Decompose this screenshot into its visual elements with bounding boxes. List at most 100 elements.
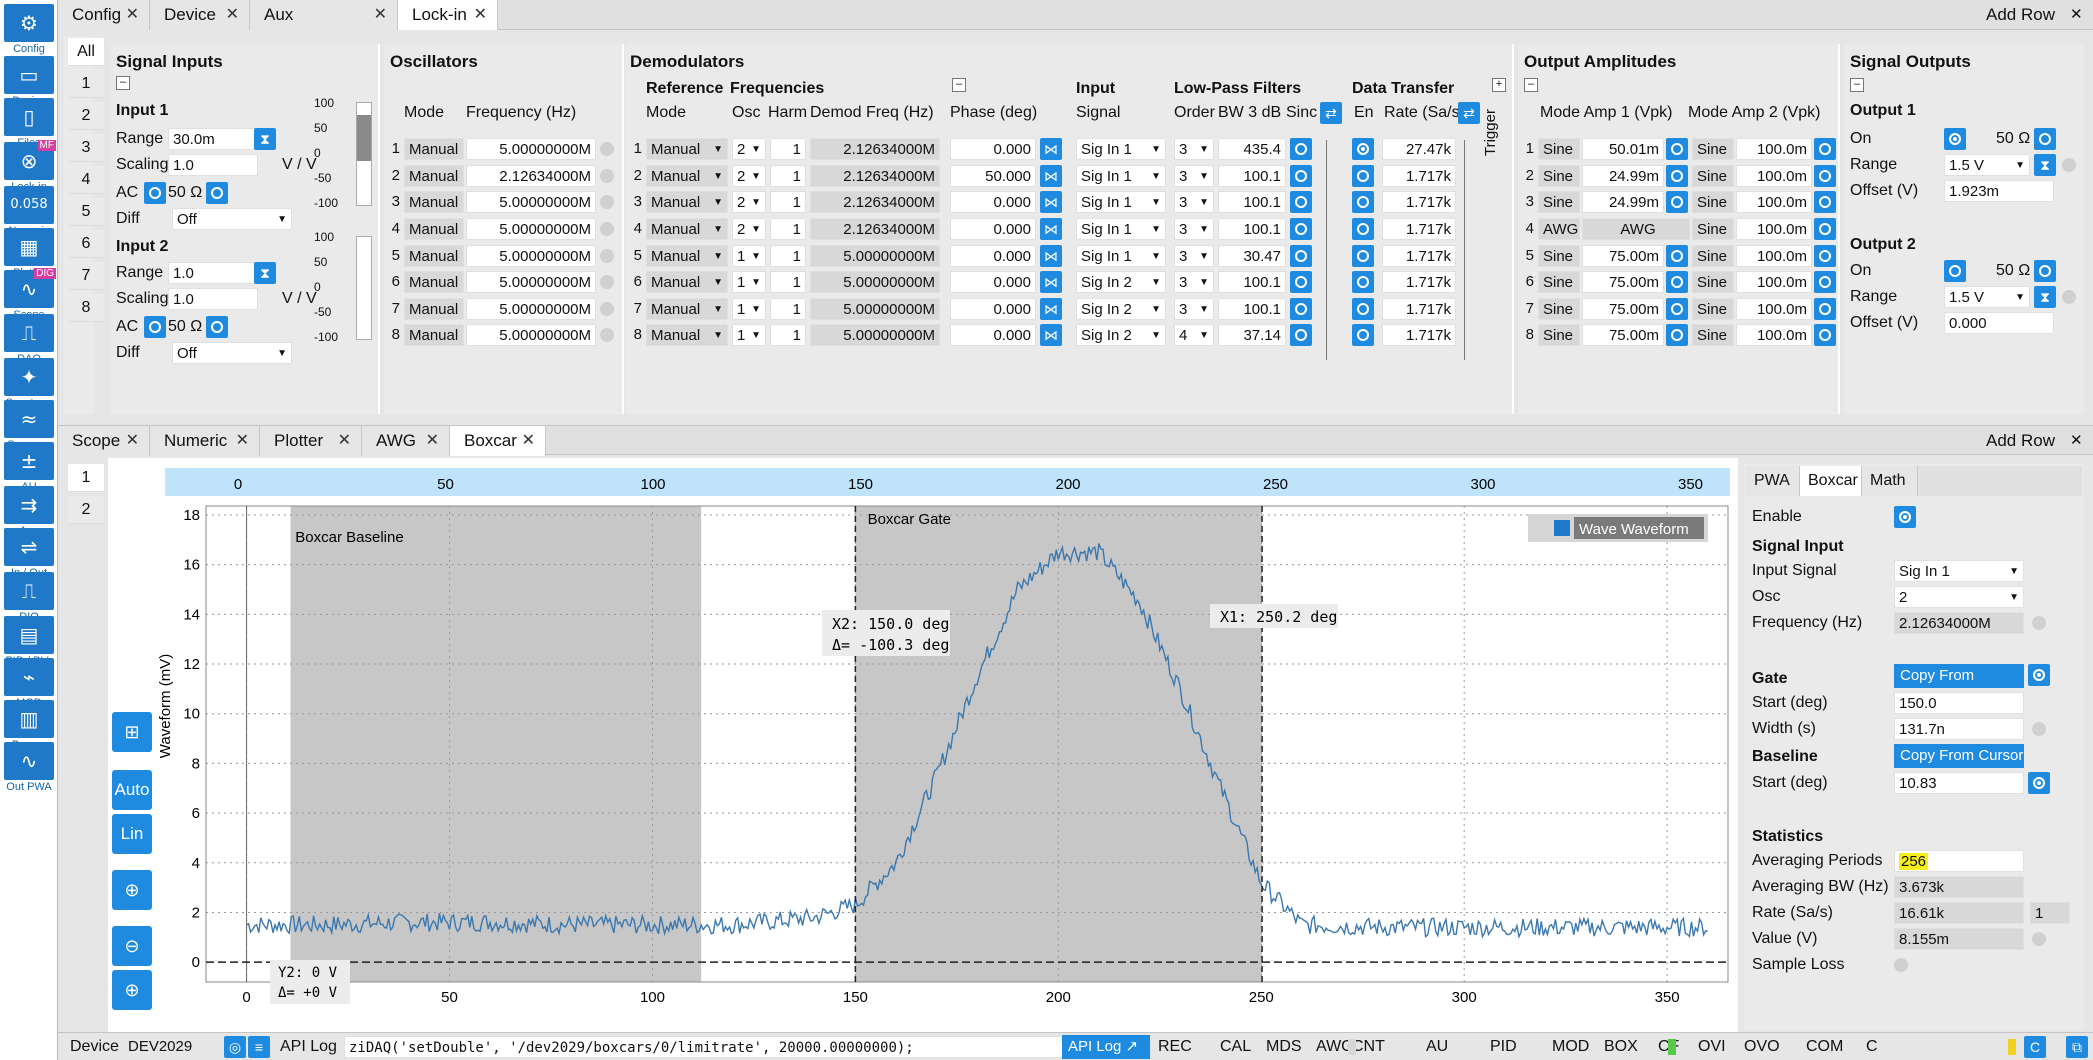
tab-numeric[interactable]: Numeric ✕ [150,426,260,456]
demod-harm-field[interactable]: 1 [770,191,806,213]
sinc-toggle[interactable] [1290,191,1312,213]
input-signal-select[interactable]: Sig In 1 [1894,560,2024,582]
close-icon[interactable]: ✕ [373,6,387,23]
amp2-value-field[interactable]: 100.0m [1736,324,1812,346]
data-enable-toggle[interactable] [1352,324,1374,346]
add-row-button[interactable]: Add Row [1986,431,2055,450]
demod-harm-field[interactable]: 1 [770,324,806,346]
collapse-icon[interactable]: – [952,78,966,92]
averaging-periods-field[interactable]: 256 [1894,850,2024,872]
row-tab-8[interactable]: 8 [68,294,104,322]
amp2-enable-toggle[interactable] [1814,191,1836,213]
sinc-toggle[interactable] [1290,271,1312,293]
input1-scaling-field[interactable]: 1.0 [168,154,258,176]
osc-mode-field[interactable]: Manual [404,324,464,346]
output1-50ohm-toggle[interactable] [2034,128,2056,150]
osc-frequency-field[interactable]: 5.00000000M [466,218,596,240]
amp2-value-field[interactable]: 100.0m [1736,218,1812,240]
demod-rate-field[interactable]: 1.717k [1382,271,1456,293]
amp1-enable-toggle[interactable] [1666,191,1688,213]
row-tab-6[interactable]: 6 [68,230,104,258]
demod-osc-select[interactable]: 1 [732,271,766,293]
amp2-value-field[interactable]: 100.0m [1736,271,1812,293]
osc-frequency-field[interactable]: 5.00000000M [466,298,596,320]
demod-harm-field[interactable]: 1 [770,138,806,160]
amp2-mode-field[interactable]: Sine [1692,165,1734,187]
input1-range-field[interactable]: 30.0m [168,128,258,150]
amp2-mode-field[interactable]: Sine [1692,271,1734,293]
amp1-mode-field[interactable]: Sine [1538,245,1580,267]
demod-mode-select[interactable]: Manual [646,191,728,213]
demod-phase-field[interactable]: 0.000 [950,324,1036,346]
osc-frequency-field[interactable]: 5.00000000M [466,324,596,346]
rate-divider-field[interactable]: 1 [2030,902,2070,924]
phase-adjust-icon[interactable]: ⋈ [1040,165,1062,187]
demod-osc-select[interactable]: 2 [732,165,766,187]
demod-order-select[interactable]: 3 [1174,138,1214,160]
api-log-button[interactable]: API Log ↗ [1062,1035,1150,1059]
autorange-button[interactable]: ⧗ [2034,154,2056,176]
row-tab-1[interactable]: 1 [68,70,104,98]
autorange-button[interactable]: ⧗ [254,128,276,150]
demod-phase-field[interactable]: 0.000 [950,138,1036,160]
amp2-mode-field[interactable]: Sine [1692,138,1734,160]
osc-mode-field[interactable]: Manual [404,191,464,213]
demod-order-select[interactable]: 3 [1174,218,1214,240]
amp1-enable-toggle[interactable] [1666,271,1688,293]
amp1-value-field[interactable]: 75.00m [1582,271,1664,293]
data-enable-toggle[interactable] [1352,218,1374,240]
data-enable-toggle[interactable] [1352,138,1374,160]
collapse-icon[interactable]: – [1524,78,1538,92]
close-icon[interactable]: ✕ [2070,432,2083,449]
locate-icon[interactable]: ◎ [224,1036,246,1058]
row-tab-3[interactable]: 3 [68,134,104,162]
expand-icon[interactable]: + [1492,78,1506,92]
demod-rate-field[interactable]: 1.717k [1382,298,1456,320]
demod-order-select[interactable]: 4 [1174,324,1214,346]
input1-50ohm-toggle[interactable] [206,182,228,204]
amp1-enable-toggle[interactable] [1666,298,1688,320]
baseline-region[interactable] [290,506,702,982]
demod-signal-select[interactable]: Sig In 1 [1076,191,1166,213]
demod-mode-select[interactable]: Manual [646,165,728,187]
data-enable-toggle[interactable] [1352,191,1374,213]
cursor-toggle[interactable] [2028,772,2050,794]
phase-adjust-icon[interactable]: ⋈ [1040,191,1062,213]
row-tab-5[interactable]: 5 [68,198,104,226]
osc-frequency-field[interactable]: 5.00000000M [466,138,596,160]
phase-adjust-icon[interactable]: ⋈ [1040,245,1062,267]
output1-offset-field[interactable]: 1.923m [1944,180,2054,202]
status-pid[interactable]: PID [1490,1038,1517,1055]
amp1-value-field[interactable]: 75.00m [1582,245,1664,267]
input2-50ohm-toggle[interactable] [206,316,228,338]
demod-harm-field[interactable]: 1 [770,165,806,187]
osc-mode-field[interactable]: Manual [404,138,464,160]
demod-rate-field[interactable]: 1.717k [1382,191,1456,213]
data-enable-toggle[interactable] [1352,271,1374,293]
row-tab-2[interactable]: 2 [68,102,104,130]
demod-rate-field[interactable]: 1.717k [1382,218,1456,240]
demod-phase-field[interactable]: 0.000 [950,271,1036,293]
demod-bandwidth-field[interactable]: 30.47 [1218,245,1286,267]
tab-lockin[interactable]: Lock-in ✕ [398,0,498,30]
status-box[interactable]: BOX [1604,1038,1638,1055]
phase-adjust-icon[interactable]: ⋈ [1040,218,1062,240]
tab-aux[interactable]: Aux ✕ [250,0,398,30]
status-mds[interactable]: MDS [1266,1038,1302,1055]
demod-osc-select[interactable]: 2 [732,138,766,160]
collapse-icon[interactable]: – [1850,78,1864,92]
sidebar-item-config[interactable]: ⚙ Config [2,2,56,58]
demod-signal-select[interactable]: Sig In 1 [1076,218,1166,240]
close-icon[interactable]: ✕ [125,6,139,23]
amp1-mode-field[interactable]: Sine [1538,138,1580,160]
amp1-enable-toggle[interactable] [1666,165,1688,187]
demod-harm-field[interactable]: 1 [770,271,806,293]
copy-from-cursor-button[interactable]: Copy From Cursor [1894,744,2024,768]
row-tab-2[interactable]: 2 [68,496,104,524]
demod-mode-select[interactable]: Manual [646,271,728,293]
osc-frequency-field[interactable]: 5.00000000M [466,271,596,293]
phase-adjust-icon[interactable]: ⋈ [1040,324,1062,346]
amp2-value-field[interactable]: 100.0m [1736,165,1812,187]
status-c[interactable]: C [1866,1038,1878,1055]
auto-scale-button[interactable]: Auto [112,770,152,810]
